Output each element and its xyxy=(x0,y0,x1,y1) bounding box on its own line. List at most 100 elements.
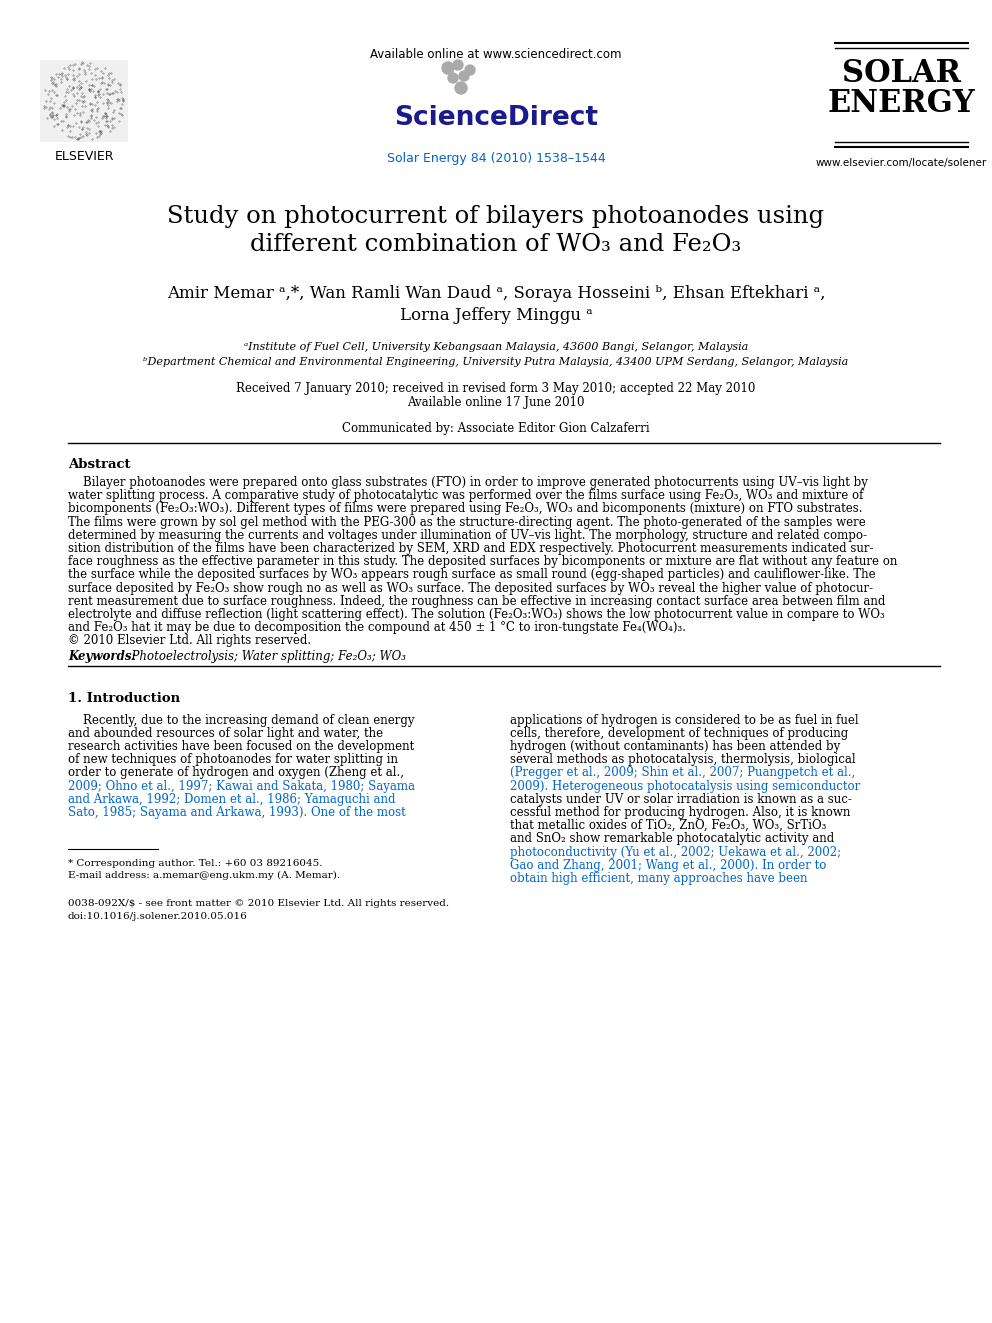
Point xyxy=(61,58,76,79)
Point xyxy=(54,69,69,90)
Point xyxy=(77,122,93,143)
Point xyxy=(109,81,125,102)
Point xyxy=(84,98,100,119)
Point xyxy=(92,79,108,101)
Text: bicomponents (Fe₂O₃:WO₃). Different types of films were prepared using Fe₂O₃, WO: bicomponents (Fe₂O₃:WO₃). Different type… xyxy=(68,503,862,516)
Point xyxy=(96,57,112,78)
Point xyxy=(58,107,73,128)
Point xyxy=(49,105,64,126)
Point xyxy=(91,123,107,144)
Point xyxy=(56,91,71,112)
Text: and abounded resources of solar light and water, the: and abounded resources of solar light an… xyxy=(68,726,383,740)
Point xyxy=(57,95,72,116)
Point xyxy=(46,81,62,102)
Point xyxy=(96,73,112,94)
Point xyxy=(92,86,108,107)
Point xyxy=(76,95,92,116)
Circle shape xyxy=(448,73,458,83)
Text: several methods as photocatalysis, thermolysis, biological: several methods as photocatalysis, therm… xyxy=(510,753,856,766)
Point xyxy=(83,99,99,120)
Point xyxy=(44,106,60,127)
Point xyxy=(80,123,96,144)
Point xyxy=(62,115,77,136)
Point xyxy=(94,71,110,93)
Point xyxy=(83,74,99,95)
Text: Received 7 January 2010; received in revised form 3 May 2010; accepted 22 May 20: Received 7 January 2010; received in rev… xyxy=(236,382,756,396)
Point xyxy=(72,112,88,134)
Point xyxy=(48,85,63,106)
Point xyxy=(104,70,120,91)
Text: Lorna Jeffery Minggu ᵃ: Lorna Jeffery Minggu ᵃ xyxy=(400,307,592,324)
Point xyxy=(84,74,100,95)
Point xyxy=(75,91,91,112)
Point xyxy=(94,107,110,128)
Point xyxy=(65,54,81,75)
Point xyxy=(58,66,73,87)
Point xyxy=(51,64,66,85)
Point xyxy=(65,64,81,85)
Point xyxy=(70,90,86,111)
Point xyxy=(82,52,98,73)
Text: rent measurement due to surface roughness. Indeed, the roughness can be effectiv: rent measurement due to surface roughnes… xyxy=(68,595,886,607)
Text: hydrogen (without contaminants) has been attended by: hydrogen (without contaminants) has been… xyxy=(510,740,840,753)
Point xyxy=(91,122,107,143)
Point xyxy=(60,69,75,90)
Point xyxy=(63,127,79,148)
Point xyxy=(99,93,115,114)
Point xyxy=(74,116,90,138)
Point xyxy=(57,64,72,85)
Point xyxy=(104,83,120,105)
Text: 0038-092X/$ - see front matter © 2010 Elsevier Ltd. All rights reserved.: 0038-092X/$ - see front matter © 2010 El… xyxy=(68,900,449,908)
Circle shape xyxy=(455,82,467,94)
Point xyxy=(48,64,63,85)
Point xyxy=(59,89,74,110)
Point xyxy=(88,122,104,143)
Point xyxy=(72,102,88,123)
Point xyxy=(69,77,85,98)
Point xyxy=(100,90,116,111)
Point xyxy=(69,127,85,148)
Point xyxy=(107,79,123,101)
Point xyxy=(75,126,91,147)
Text: of new techniques of photoanodes for water splitting in: of new techniques of photoanodes for wat… xyxy=(68,753,398,766)
Point xyxy=(63,79,79,101)
Point xyxy=(81,56,97,77)
Text: water splitting process. A comparative study of photocatalytic was performed ove: water splitting process. A comparative s… xyxy=(68,490,863,503)
Point xyxy=(60,67,75,89)
Point xyxy=(47,73,62,94)
Point xyxy=(68,112,84,134)
Point xyxy=(81,79,97,101)
Point xyxy=(55,111,70,132)
Text: and Fe₂O₃ hat it may be due to decomposition the compound at 450 ± 1 °C to iron-: and Fe₂O₃ hat it may be due to decomposi… xyxy=(68,622,686,634)
Point xyxy=(113,103,129,124)
Point xyxy=(115,89,131,110)
Point xyxy=(83,69,99,90)
Point xyxy=(68,89,84,110)
Text: cells, therefore, development of techniques of producing: cells, therefore, development of techniq… xyxy=(510,726,848,740)
Point xyxy=(113,81,129,102)
Point xyxy=(61,81,76,102)
Point xyxy=(109,87,125,108)
Point xyxy=(66,69,82,90)
Text: Communicated by: Associate Editor Gion Calzaferri: Communicated by: Associate Editor Gion C… xyxy=(342,422,650,435)
Point xyxy=(85,81,101,102)
Point xyxy=(92,120,108,142)
Circle shape xyxy=(453,60,463,70)
Point xyxy=(113,97,129,118)
Text: face roughness as the effective parameter in this study. The deposited surfaces : face roughness as the effective paramete… xyxy=(68,556,898,568)
Text: that metallic oxides of TiO₂, ZnO, Fe₂O₃, WO₃, SrTiO₃: that metallic oxides of TiO₂, ZnO, Fe₂O₃… xyxy=(510,819,826,832)
Point xyxy=(61,98,76,119)
Point xyxy=(87,86,103,107)
Point xyxy=(88,101,104,122)
Point xyxy=(98,105,114,126)
Point xyxy=(80,110,96,131)
Point xyxy=(44,102,60,123)
Text: Amir Memar ᵃ,*, Wan Ramli Wan Daud ᵃ, Soraya Hosseini ᵇ, Ehsan Eftekhari ᵃ,: Amir Memar ᵃ,*, Wan Ramli Wan Daud ᵃ, So… xyxy=(167,284,825,302)
Point xyxy=(103,93,119,114)
Text: ᵃInstitute of Fuel Cell, University Kebangsaan Malaysia, 43600 Bangi, Selangor, : ᵃInstitute of Fuel Cell, University Keba… xyxy=(244,343,748,352)
Point xyxy=(38,79,54,101)
Text: Keywords:: Keywords: xyxy=(68,650,136,663)
Point xyxy=(59,97,74,118)
Text: catalysts under UV or solar irradiation is known as a suc-: catalysts under UV or solar irradiation … xyxy=(510,792,852,806)
Point xyxy=(55,94,70,115)
